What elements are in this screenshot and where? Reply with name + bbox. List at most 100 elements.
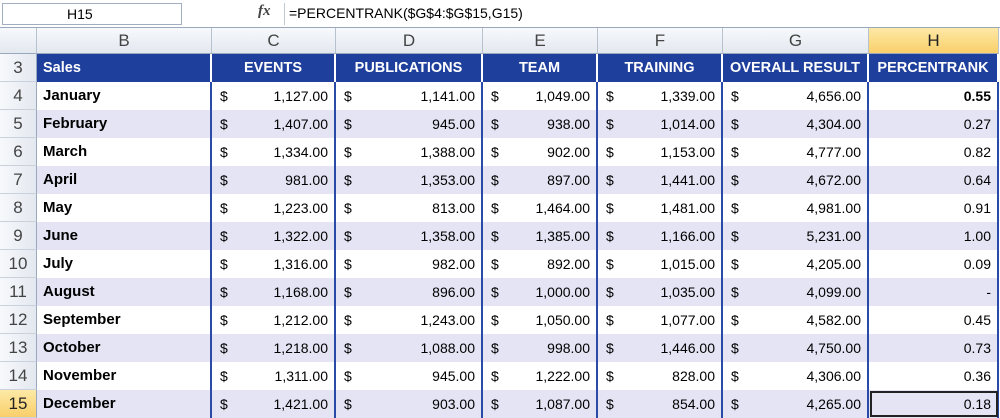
column-header[interactable]: E <box>483 28 598 54</box>
percentrank-cell[interactable]: 0.36 <box>869 362 999 390</box>
percentrank-cell[interactable]: - <box>869 278 999 306</box>
currency-cell[interactable]: 1,316.00 <box>212 250 336 278</box>
currency-cell[interactable]: 1,087.00 <box>483 390 598 418</box>
currency-cell[interactable]: 1,311.00 <box>212 362 336 390</box>
currency-cell[interactable]: 1,358.00 <box>336 222 483 250</box>
currency-cell[interactable]: 854.00 <box>598 390 723 418</box>
column-header[interactable]: D <box>336 28 483 54</box>
currency-cell[interactable]: 1,223.00 <box>212 194 336 222</box>
currency-cell[interactable]: 813.00 <box>336 194 483 222</box>
currency-cell[interactable]: 945.00 <box>336 110 483 138</box>
row-header[interactable]: 12 <box>0 306 37 334</box>
currency-cell[interactable]: 1,441.00 <box>598 166 723 194</box>
currency-cell[interactable]: 1,088.00 <box>336 334 483 362</box>
percentrank-cell[interactable]: 0.82 <box>869 138 999 166</box>
row-label[interactable]: June <box>37 222 212 250</box>
currency-cell[interactable]: 938.00 <box>483 110 598 138</box>
currency-cell[interactable]: 1,339.00 <box>598 82 723 110</box>
currency-cell[interactable]: 1,446.00 <box>598 334 723 362</box>
currency-cell[interactable]: 1,153.00 <box>598 138 723 166</box>
percentrank-cell[interactable]: 0.27 <box>869 110 999 138</box>
column-header[interactable]: C <box>212 28 336 54</box>
formula-input[interactable]: =PERCENTRANK($G$4:$G$15,G15) <box>284 3 1000 25</box>
row-label[interactable]: January <box>37 82 212 110</box>
percentrank-cell[interactable]: 1.00 <box>869 222 999 250</box>
function-button[interactable]: fx <box>258 3 271 19</box>
currency-cell[interactable]: 1,166.00 <box>598 222 723 250</box>
currency-cell[interactable]: 1,014.00 <box>598 110 723 138</box>
currency-cell[interactable]: 1,322.00 <box>212 222 336 250</box>
row-header[interactable]: 11 <box>0 278 37 306</box>
row-label[interactable]: August <box>37 278 212 306</box>
currency-cell[interactable]: 1,000.00 <box>483 278 598 306</box>
currency-cell[interactable]: 1,050.00 <box>483 306 598 334</box>
row-label[interactable]: December <box>37 390 212 418</box>
currency-cell[interactable]: 902.00 <box>483 138 598 166</box>
row-label[interactable]: April <box>37 166 212 194</box>
currency-cell[interactable]: 4,265.00 <box>723 390 869 418</box>
currency-cell[interactable]: 945.00 <box>336 362 483 390</box>
row-header[interactable]: 7 <box>0 166 37 194</box>
currency-cell[interactable]: 4,777.00 <box>723 138 869 166</box>
currency-cell[interactable]: 1,334.00 <box>212 138 336 166</box>
row-label[interactable]: May <box>37 194 212 222</box>
currency-cell[interactable]: 4,981.00 <box>723 194 869 222</box>
currency-cell[interactable]: 4,656.00 <box>723 82 869 110</box>
currency-cell[interactable]: 4,205.00 <box>723 250 869 278</box>
row-header[interactable]: 9 <box>0 222 37 250</box>
name-box[interactable]: H15 <box>2 3 182 25</box>
currency-cell[interactable]: 4,750.00 <box>723 334 869 362</box>
row-header[interactable]: 13 <box>0 334 37 362</box>
currency-cell[interactable]: 998.00 <box>483 334 598 362</box>
currency-cell[interactable]: 1,421.00 <box>212 390 336 418</box>
currency-cell[interactable]: 1,243.00 <box>336 306 483 334</box>
currency-cell[interactable]: 5,231.00 <box>723 222 869 250</box>
percentrank-cell[interactable]: 0.73 <box>869 334 999 362</box>
percentrank-cell[interactable]: 0.64 <box>869 166 999 194</box>
currency-cell[interactable]: 4,672.00 <box>723 166 869 194</box>
currency-cell[interactable]: 1,353.00 <box>336 166 483 194</box>
row-label[interactable]: July <box>37 250 212 278</box>
currency-cell[interactable]: 892.00 <box>483 250 598 278</box>
currency-cell[interactable]: 1,141.00 <box>336 82 483 110</box>
currency-cell[interactable]: 4,306.00 <box>723 362 869 390</box>
row-label[interactable]: November <box>37 362 212 390</box>
percentrank-cell[interactable]: 0.45 <box>869 306 999 334</box>
currency-cell[interactable]: 1,388.00 <box>336 138 483 166</box>
currency-cell[interactable]: 1,035.00 <box>598 278 723 306</box>
currency-cell[interactable]: 1,015.00 <box>598 250 723 278</box>
currency-cell[interactable]: 1,464.00 <box>483 194 598 222</box>
currency-cell[interactable]: 4,304.00 <box>723 110 869 138</box>
currency-cell[interactable]: 1,222.00 <box>483 362 598 390</box>
column-header[interactable]: B <box>37 28 212 54</box>
currency-cell[interactable]: 1,481.00 <box>598 194 723 222</box>
currency-cell[interactable]: 1,212.00 <box>212 306 336 334</box>
row-header[interactable]: 3 <box>0 54 37 82</box>
currency-cell[interactable]: 1,077.00 <box>598 306 723 334</box>
percentrank-cell[interactable]: 0.55 <box>869 82 999 110</box>
percentrank-cell[interactable]: 0.91 <box>869 194 999 222</box>
currency-cell[interactable]: 828.00 <box>598 362 723 390</box>
currency-cell[interactable]: 897.00 <box>483 166 598 194</box>
percentrank-cell[interactable]: 0.09 <box>869 250 999 278</box>
row-header[interactable]: 5 <box>0 110 37 138</box>
currency-cell[interactable]: 903.00 <box>336 390 483 418</box>
row-header[interactable]: 10 <box>0 250 37 278</box>
row-header[interactable]: 14 <box>0 362 37 390</box>
currency-cell[interactable]: 1,407.00 <box>212 110 336 138</box>
column-header[interactable]: F <box>598 28 723 54</box>
currency-cell[interactable]: 1,168.00 <box>212 278 336 306</box>
currency-cell[interactable]: 1,218.00 <box>212 334 336 362</box>
currency-cell[interactable]: 1,049.00 <box>483 82 598 110</box>
currency-cell[interactable]: 1,385.00 <box>483 222 598 250</box>
row-label[interactable]: March <box>37 138 212 166</box>
row-header[interactable]: 4 <box>0 82 37 110</box>
row-header[interactable]: 15 <box>0 390 37 418</box>
currency-cell[interactable]: 1,127.00 <box>212 82 336 110</box>
select-all[interactable] <box>0 28 37 54</box>
currency-cell[interactable]: 982.00 <box>336 250 483 278</box>
column-header[interactable]: H <box>869 28 999 54</box>
currency-cell[interactable]: 4,099.00 <box>723 278 869 306</box>
currency-cell[interactable]: 4,582.00 <box>723 306 869 334</box>
row-label[interactable]: October <box>37 334 212 362</box>
